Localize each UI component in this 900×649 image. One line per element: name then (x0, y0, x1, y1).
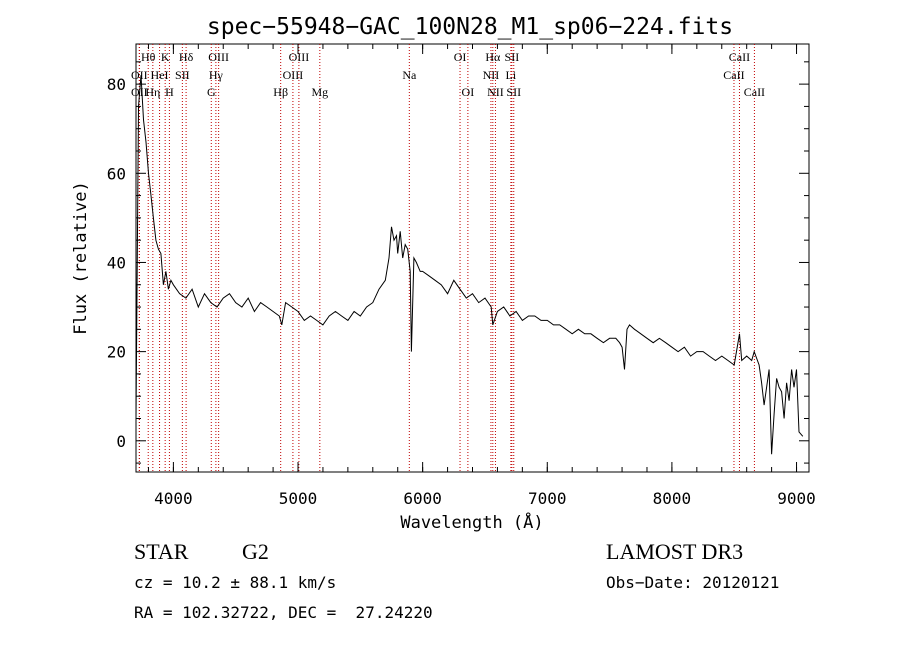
line-label: CaII (729, 50, 750, 64)
y-tick-label: 60 (107, 164, 126, 183)
sky-coordinates: RA = 102.32722, DEC = 27.24220 (134, 603, 433, 622)
line-label: H (165, 85, 174, 99)
y-axis-label: Flux (relative) (71, 181, 91, 335)
line-label: CaII (723, 68, 744, 82)
object-subclass: G2 (242, 539, 269, 564)
chart-title: spec−55948−GAC_100N28_M1_sp06−224.fits (207, 14, 733, 40)
line-label: NII (487, 85, 504, 99)
line-label: Hθ (141, 50, 156, 64)
survey-name: LAMOST DR3 (606, 539, 744, 564)
x-tick-label: 9000 (777, 489, 816, 508)
line-label: Hα (485, 50, 501, 64)
y-tick-label: 0 (116, 432, 126, 451)
line-label: HeI (151, 68, 169, 82)
x-tick-label: 8000 (653, 489, 692, 508)
line-label: K (161, 50, 170, 64)
line-label: NII (483, 68, 500, 82)
x-tick-label: 6000 (403, 489, 442, 508)
object-class: STAR (134, 539, 189, 564)
line-label: Li (506, 68, 517, 82)
x-tick-label: 7000 (528, 489, 567, 508)
line-label: SII (506, 85, 521, 99)
y-tick-label: 20 (107, 343, 126, 362)
line-label: OIII (208, 50, 229, 64)
line-label: SII (175, 68, 190, 82)
plot-frame (135, 43, 810, 473)
line-label: Hγ (209, 68, 224, 82)
line-label: OIII (289, 50, 310, 64)
line-label: G (207, 85, 216, 99)
line-label: OI (462, 85, 475, 99)
line-label: Mg (311, 85, 328, 99)
x-axis-ticks: 4000 5000 6000 7000 8000 9000 (147, 44, 816, 508)
spectrum-line (135, 75, 804, 455)
x-tick-label: 5000 (279, 489, 318, 508)
line-label: OIII (283, 68, 304, 82)
y-tick-label: 40 (107, 253, 126, 272)
x-tick-label: 4000 (154, 489, 193, 508)
line-label: OI (454, 50, 467, 64)
y-tick-label: 80 (107, 75, 126, 94)
line-label: Na (402, 68, 417, 82)
line-label: CaII (744, 85, 765, 99)
spectral-line-markers (138, 44, 755, 472)
y-axis-ticks: 0 20 40 60 80 (107, 61, 809, 464)
line-label: SII (505, 50, 520, 64)
line-label: Hδ (179, 50, 194, 64)
line-label: OII (131, 68, 148, 82)
x-axis-label: Wavelength (Å) (400, 511, 543, 533)
line-label: Hβ (273, 85, 288, 99)
line-label: Hη (145, 85, 160, 99)
redshift-velocity: cz = 10.2 ± 88.1 km/s (134, 573, 337, 592)
observation-date: Obs−Date: 20120121 (606, 573, 780, 592)
